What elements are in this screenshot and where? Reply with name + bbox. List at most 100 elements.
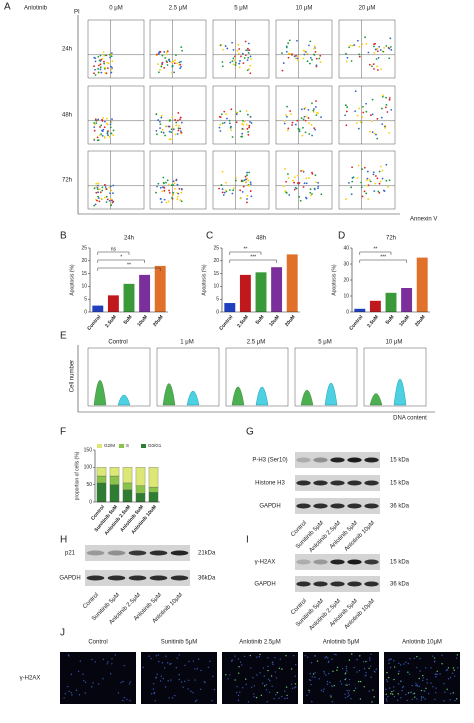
nucleus (356, 671, 358, 673)
nucleus (304, 655, 306, 657)
cell-dot (232, 189, 235, 192)
cell-dot (241, 122, 244, 125)
cell-dot (242, 62, 245, 65)
nucleus (250, 686, 253, 689)
cell-dot (288, 194, 291, 196)
cell-dot (99, 188, 101, 191)
cell-dot (388, 98, 391, 101)
nucleus (252, 677, 254, 679)
x-tick-label: 10uM (136, 314, 149, 328)
cell-dot (378, 170, 381, 173)
cell-dot (225, 113, 228, 116)
cell-dot (307, 108, 310, 111)
cell-dot (294, 123, 297, 126)
nucleus (416, 685, 419, 687)
cell-dot (219, 123, 222, 126)
cell-dot (165, 51, 168, 54)
nucleus (396, 699, 399, 701)
cell-dot (171, 64, 174, 67)
bar (139, 274, 151, 312)
cell-dot (374, 182, 377, 185)
cell-dot (93, 129, 96, 132)
cell-dot (174, 133, 177, 136)
nucleus (369, 657, 371, 659)
nucleus (411, 684, 413, 687)
g2-peak (186, 390, 200, 406)
cell-dot (388, 97, 391, 99)
cell-dot (362, 111, 365, 114)
cell-dot (97, 195, 99, 198)
nucleus (164, 686, 167, 688)
legend-label: G0/G1 (148, 443, 162, 448)
nucleus (403, 663, 405, 665)
cell-dot (351, 180, 354, 183)
cell-dot (168, 130, 171, 133)
cell-dot (160, 131, 163, 133)
nucleus (111, 663, 113, 665)
cell-dot (249, 181, 252, 184)
g2-peak (255, 386, 269, 406)
nucleus (435, 687, 437, 689)
cell-dot (308, 133, 311, 135)
cell-dot (282, 185, 285, 188)
nucleus (385, 688, 387, 691)
cell-dot (358, 53, 361, 56)
cell-dot (244, 175, 247, 178)
nucleus (449, 692, 452, 695)
nucleus (285, 686, 288, 688)
cell-dot (99, 60, 102, 62)
cell-dot (99, 68, 102, 71)
cell-dot (97, 188, 99, 191)
significance: * (120, 254, 122, 260)
cell-dot (359, 120, 362, 123)
nucleus (422, 674, 424, 677)
cell-dot (250, 58, 253, 60)
cell-dot (388, 132, 391, 134)
cell-dot (99, 66, 102, 69)
cell-dot (356, 122, 358, 124)
cell-dot (231, 192, 234, 195)
sig-bracket (359, 251, 392, 255)
cell-dot (112, 200, 115, 203)
nucleus (443, 700, 445, 702)
bar (239, 274, 251, 312)
cell-dot (173, 71, 176, 74)
cell-dot (109, 197, 112, 200)
cell-dot (159, 68, 161, 71)
nucleus (269, 680, 271, 682)
nucleus (154, 700, 156, 702)
nucleus (91, 686, 93, 688)
nucleus (344, 672, 347, 674)
nucleus (83, 679, 85, 682)
nucleus (75, 689, 78, 691)
cell-dot (101, 118, 103, 121)
cell-dot (379, 165, 382, 168)
cell-dot (110, 189, 113, 192)
nucleus (142, 666, 144, 669)
cell-dot (111, 118, 113, 121)
nucleus (211, 700, 213, 702)
y-tick-label: 20 (81, 258, 87, 264)
size-label: 15 kDa (390, 458, 410, 464)
cell-dot (372, 63, 375, 66)
cell-dot (246, 201, 248, 204)
panel-letter: C (206, 231, 213, 242)
panel-letter: E (60, 331, 67, 342)
nucleus (418, 677, 421, 680)
image-label: Anlotinib 10μM (402, 640, 442, 646)
cell-dot (155, 133, 158, 136)
nucleus (405, 661, 407, 663)
y-tick-label: 100 (84, 465, 93, 471)
time-label: 24h (62, 47, 72, 53)
cell-dot (250, 183, 252, 185)
cell-dot (106, 132, 109, 135)
nucleus (250, 667, 252, 669)
cell-dot (97, 197, 100, 200)
cell-dot (283, 122, 286, 125)
nucleus (430, 667, 432, 669)
cell-dot (175, 124, 178, 127)
y-axis-label: Apoptosis (%) (331, 264, 337, 295)
cell-dot (242, 185, 245, 188)
cell-dot (93, 122, 96, 124)
cell-dot (231, 60, 234, 62)
